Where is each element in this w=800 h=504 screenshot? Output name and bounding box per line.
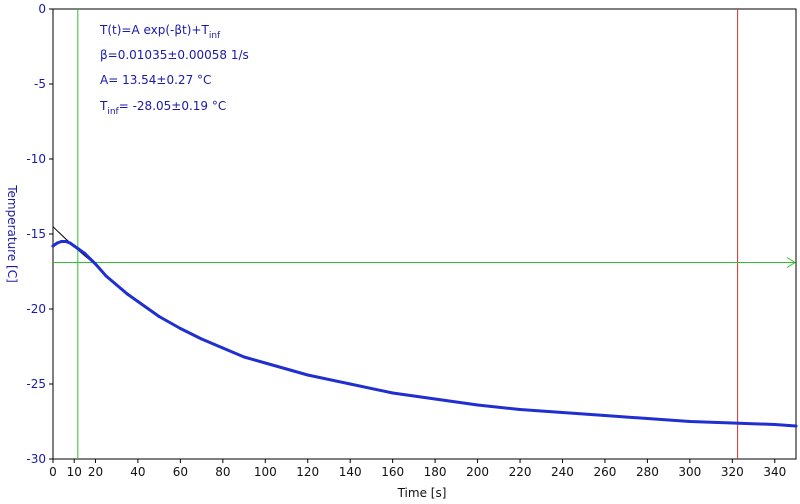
data-point <box>178 327 182 330</box>
data-point <box>306 373 310 377</box>
series-group <box>51 240 798 428</box>
data-point <box>476 403 480 407</box>
data-point <box>794 424 798 428</box>
data-point <box>72 244 76 248</box>
x-tick-label: 320 <box>721 465 744 479</box>
data-point <box>200 337 204 341</box>
annotation-block: T(t)=A exp(-βt)+Tinf β=0.01035±0.00058 1… <box>99 23 249 117</box>
cursors[interactable] <box>53 9 796 459</box>
x-tick-label: 20 <box>88 465 103 479</box>
x-tick-label: 100 <box>254 465 277 479</box>
x-tick-label: 280 <box>636 465 659 479</box>
data-point <box>391 391 395 395</box>
x-tick-label: 40 <box>130 465 145 479</box>
x-axis-ticks: 0 10 20 40 60 80 100 120 140 160 180 200 220 240 260 28… <box>49 459 786 479</box>
data-point <box>68 241 72 245</box>
data-point <box>688 420 692 423</box>
x-tick-label: 120 <box>296 465 319 479</box>
data-point <box>136 300 140 303</box>
annotation-beta: β=0.01035±0.00058 1/s <box>100 48 249 62</box>
data-point <box>125 292 129 296</box>
annotation-amplitude: A= 13.54±0.27 °C <box>100 73 211 87</box>
x-tick-label: 340 <box>763 465 786 479</box>
x-tick-label: 140 <box>339 465 362 479</box>
x-tick-label: 160 <box>381 465 404 479</box>
x-tick-label: 240 <box>551 465 574 479</box>
y-tick-label: 0 <box>38 2 46 16</box>
x-tick-label: 0 <box>49 465 57 479</box>
data-point <box>603 414 607 417</box>
x-tick-label: 220 <box>509 465 532 479</box>
x-tick-label: 260 <box>593 465 616 479</box>
data-point <box>242 355 246 359</box>
annotation-model: T(t)=A exp(-βt)+Tinf <box>99 23 221 41</box>
data-point <box>55 241 59 245</box>
y-tick-label: -15 <box>26 227 46 241</box>
x-tick-label: 300 <box>678 465 701 479</box>
data-point <box>773 423 777 426</box>
data-point <box>104 274 108 278</box>
y-tick-label: -5 <box>34 77 46 91</box>
annotation-tinf: Tinf= -28.05±0.19 °C <box>99 99 226 117</box>
x-tick-label: 80 <box>215 465 230 479</box>
data-point <box>157 315 161 318</box>
data-point <box>60 240 63 243</box>
data-point <box>64 240 68 243</box>
x-tick-label: 180 <box>424 465 447 479</box>
data-point <box>348 382 352 386</box>
y-tick-label: -30 <box>26 452 46 466</box>
data-point <box>51 244 55 248</box>
y-tick-label: -20 <box>26 302 46 316</box>
data-point <box>94 262 97 266</box>
data-point <box>645 417 649 420</box>
horizontal-cursor-arrow-icon <box>786 257 796 268</box>
y-axis-ticks: 0 -5 -10 -15 -20 -25 -30 <box>26 2 53 466</box>
plot-frame <box>52 8 797 460</box>
data-point <box>730 421 734 425</box>
x-tick-label: 200 <box>466 465 489 479</box>
data-point <box>77 247 80 251</box>
x-tick-label: 10 <box>67 465 82 479</box>
x-axis-label: Time [s] <box>397 486 447 500</box>
data-point <box>83 252 87 255</box>
x-tick-label: 60 <box>173 465 188 479</box>
data-point <box>221 346 225 350</box>
y-axis-label: Temperature [C] <box>5 184 19 283</box>
y-tick-label: -25 <box>26 377 46 391</box>
data-point <box>263 361 267 365</box>
y-tick-label: -10 <box>26 152 46 166</box>
data-point <box>518 408 522 411</box>
data-point <box>561 411 564 414</box>
data-point <box>433 397 437 401</box>
data-point <box>115 283 119 287</box>
